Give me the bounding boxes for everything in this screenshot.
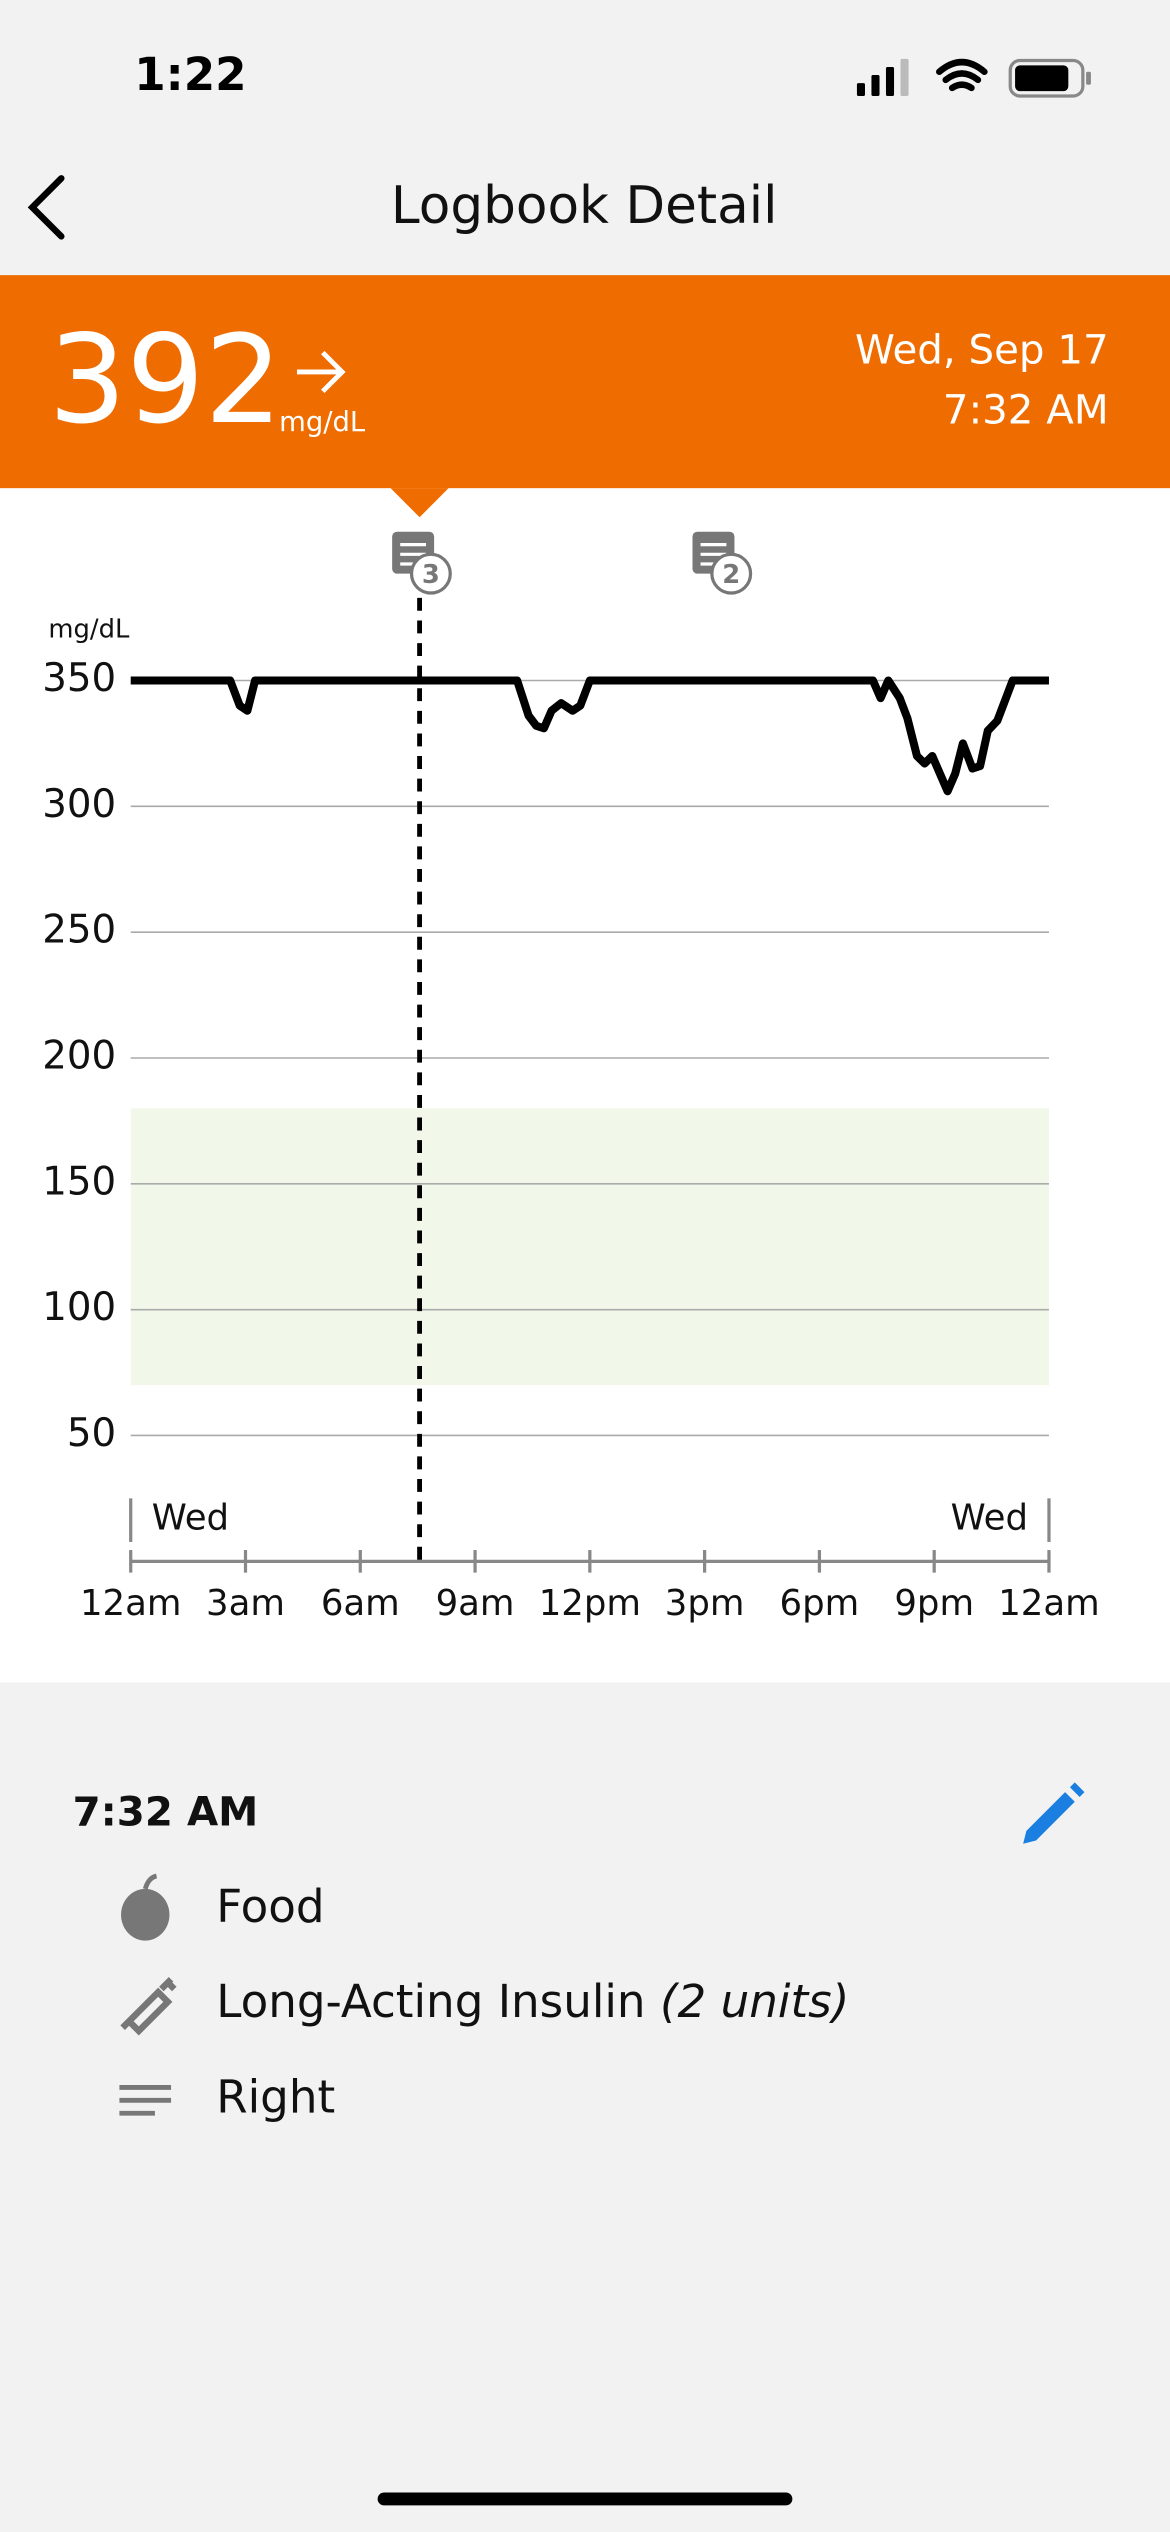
y-tick-label: 50 <box>67 1411 116 1456</box>
note-marker[interactable]: 2 <box>692 531 753 595</box>
y-tick-label: 150 <box>42 1159 116 1204</box>
x-tick-label: 12am <box>80 1583 182 1624</box>
chart: 50 100 150 200 250 300 350 12am 3am 6am 9am 12pm 3pm… <box>42 531 1100 1624</box>
note-count-badge <box>409 552 452 595</box>
day-label: Wed <box>152 1497 229 1538</box>
x-tick-label: 12am <box>998 1583 1100 1624</box>
entry-label: Long-Acting Insulin (2 units) <box>216 1975 849 2028</box>
entry-label: Food <box>216 1880 324 1933</box>
y-axis-label: mg/dL <box>48 615 130 645</box>
x-tick-label: 3am <box>206 1583 285 1624</box>
note-count: 2 <box>722 560 740 590</box>
y-tick-label: 350 <box>42 656 116 701</box>
x-tick-label: 12pm <box>539 1583 641 1624</box>
x-tick-label: 6pm <box>780 1583 860 1624</box>
x-tick-label: 9pm <box>894 1583 974 1624</box>
reading-value: 392 <box>48 308 282 451</box>
food-icon <box>121 1873 170 1941</box>
nav-title: Logbook Detail <box>391 176 778 236</box>
banner-notch <box>390 488 449 518</box>
x-tick-label: 9am <box>436 1583 515 1624</box>
y-tick-label: 100 <box>42 1285 116 1330</box>
note-count-badge <box>710 552 753 595</box>
reading-time: 7:32 AM <box>943 386 1109 433</box>
reading-banner <box>0 275 1170 490</box>
back-button[interactable] <box>27 175 65 240</box>
insulin-icon <box>120 1977 177 2036</box>
detail-time: 7:32 AM <box>73 1789 259 1836</box>
y-tick-label: 300 <box>42 782 116 827</box>
y-tick-label: 200 <box>42 1033 116 1078</box>
entry-label: Long-Acting Insulin <box>216 1975 645 2028</box>
note-marker[interactable]: 3 <box>392 531 452 595</box>
y-tick-label: 250 <box>42 908 116 953</box>
x-tick-label: 3pm <box>665 1583 745 1624</box>
reading-date: Wed, Sep 17 <box>855 327 1109 374</box>
edit-button[interactable] <box>1023 1782 1085 1844</box>
status-time: 1:22 <box>134 48 246 101</box>
entry-label: Right <box>216 2070 335 2123</box>
trend-arrow <box>296 350 346 394</box>
status-icons <box>856 58 1091 98</box>
entry-note: (2 units) <box>660 1975 849 2028</box>
x-tick-label: 6am <box>321 1583 400 1624</box>
home-indicator <box>377 2492 793 2506</box>
reading-unit: mg/dL <box>279 407 366 438</box>
target-range <box>130 1108 1049 1386</box>
note-icon <box>119 2084 172 2116</box>
glucose-line <box>130 676 1049 796</box>
note-count: 3 <box>422 560 440 590</box>
day-label: Wed <box>951 1497 1028 1538</box>
